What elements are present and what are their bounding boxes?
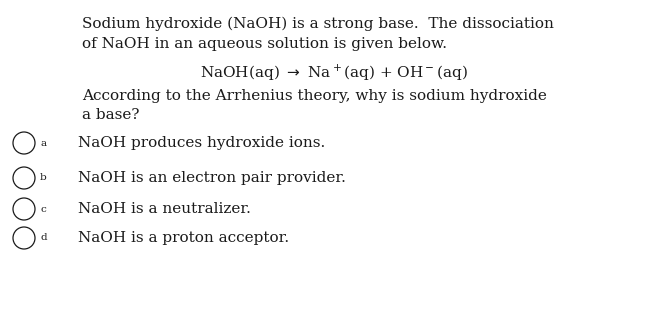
Text: b: b: [40, 174, 47, 183]
Text: Sodium hydroxide (NaOH) is a strong base.  The dissociation: Sodium hydroxide (NaOH) is a strong base…: [82, 17, 554, 32]
Text: a base?: a base?: [82, 108, 140, 122]
Text: c: c: [40, 204, 45, 214]
Text: of NaOH in an aqueous solution is given below.: of NaOH in an aqueous solution is given …: [82, 37, 447, 51]
Text: NaOH is an electron pair provider.: NaOH is an electron pair provider.: [78, 171, 346, 185]
Text: NaOH produces hydroxide ions.: NaOH produces hydroxide ions.: [78, 136, 325, 150]
Text: According to the Arrhenius theory, why is sodium hydroxide: According to the Arrhenius theory, why i…: [82, 89, 547, 103]
Text: NaOH(aq) $\rightarrow$ Na$^+$(aq) + OH$^-$(aq): NaOH(aq) $\rightarrow$ Na$^+$(aq) + OH$^…: [200, 63, 468, 83]
Text: a: a: [40, 138, 46, 148]
Text: NaOH is a proton acceptor.: NaOH is a proton acceptor.: [78, 231, 289, 245]
Text: d: d: [40, 233, 47, 242]
Text: NaOH is a neutralizer.: NaOH is a neutralizer.: [78, 202, 251, 216]
